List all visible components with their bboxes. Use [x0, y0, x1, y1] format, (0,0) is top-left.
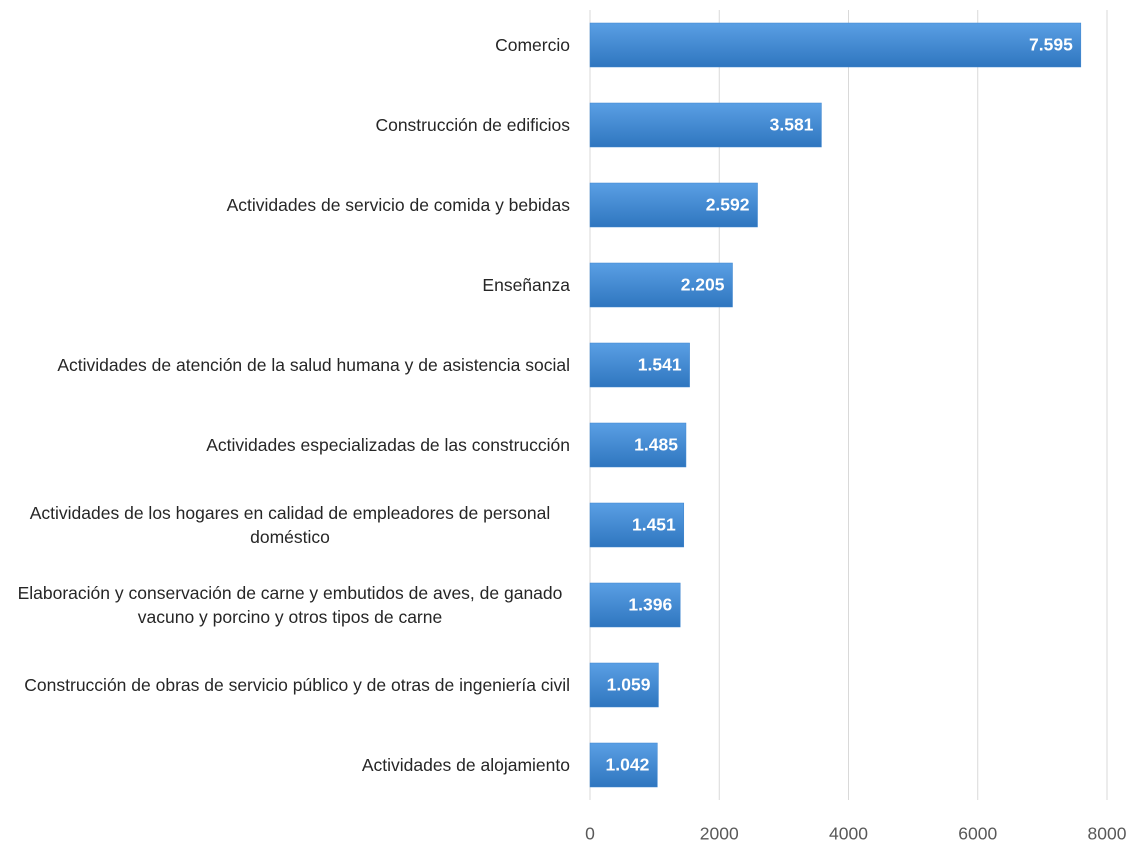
category-text: Construcción de edificios	[375, 115, 570, 135]
category-label: Actividades de servicio de comida y bebi…	[10, 165, 570, 245]
category-text: Construcción de obras de servicio públic…	[24, 675, 570, 695]
category-label: Actividades de los hogares en calidad de…	[10, 485, 570, 565]
category-text: Elaboración y conservación de carne y em…	[17, 583, 563, 627]
category-label: Elaboración y conservación de carne y em…	[10, 565, 570, 645]
category-text: Actividades especializadas de las constr…	[206, 435, 570, 455]
value-label: 1.059	[607, 675, 651, 695]
category-label: Comercio	[10, 5, 570, 85]
value-label: 1.451	[632, 515, 676, 535]
value-label: 1.485	[634, 435, 678, 455]
bar	[589, 262, 733, 308]
bar	[589, 422, 687, 468]
category-label: Construcción de obras de servicio públic…	[10, 645, 570, 725]
x-tick-label: 0	[585, 824, 595, 844]
value-label: 1.396	[628, 595, 672, 615]
x-tick-label: 4000	[829, 824, 868, 844]
category-text: Actividades de atención de la salud huma…	[57, 355, 570, 375]
category-label: Actividades especializadas de las constr…	[10, 405, 570, 485]
value-label: 7.595	[1029, 35, 1073, 55]
category-text: Comercio	[495, 35, 570, 55]
category-text: Enseñanza	[482, 275, 570, 295]
value-label: 1.042	[606, 755, 650, 775]
category-label: Enseñanza	[10, 245, 570, 325]
x-tick-label: 6000	[958, 824, 997, 844]
category-label: Actividades de alojamiento	[10, 725, 570, 805]
value-label: 2.592	[706, 195, 750, 215]
bar	[589, 662, 659, 708]
category-text: Actividades de servicio de comida y bebi…	[226, 195, 570, 215]
x-tick-label: 2000	[700, 824, 739, 844]
bar	[589, 582, 681, 628]
category-text: Actividades de los hogares en calidad de…	[29, 503, 551, 547]
value-label: 3.581	[770, 115, 814, 135]
bar	[589, 102, 822, 148]
bar	[589, 742, 658, 788]
category-text: Actividades de alojamiento	[361, 755, 570, 775]
category-label: Construcción de edificios	[10, 85, 570, 165]
bar	[589, 182, 758, 228]
value-label: 1.541	[638, 355, 682, 375]
bar	[589, 342, 690, 388]
value-label: 2.205	[681, 275, 725, 295]
category-label: Actividades de atención de la salud huma…	[10, 325, 570, 405]
bar	[589, 502, 685, 548]
x-tick-label: 8000	[1088, 824, 1127, 844]
bar	[589, 22, 1082, 68]
